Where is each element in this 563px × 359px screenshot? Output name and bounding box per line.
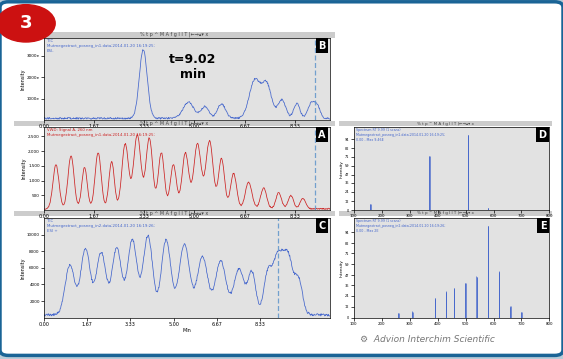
Text: 3: 3 [20, 14, 32, 32]
Circle shape [0, 5, 55, 42]
Y-axis label: Intensity: Intensity [21, 158, 26, 180]
Text: Spectrum RT 9.99 (1 scans)
Mutmegextract_posneg_in2.data;2014.01.20 16:19:26;
0.: Spectrum RT 9.99 (1 scans) Mutmegextract… [355, 219, 445, 233]
Text: % t p ^ Μ Α f g I I T |←→▴▾ x: % t p ^ Μ Α f g I I T |←→▴▾ x [140, 121, 209, 126]
Text: % t p ^ Μ Α f g I I T |←→▴▾ x: % t p ^ Μ Α f g I I T |←→▴▾ x [140, 211, 209, 216]
X-axis label: Min: Min [182, 220, 191, 225]
Text: ⚙  Advion Interchim Scientific: ⚙ Advion Interchim Scientific [360, 335, 495, 344]
Text: Spectrum RT 9.99 (1 scans)
Mutmegextract_posneg_in1.data;2014.01.20 16:19:25;
0.: Spectrum RT 9.99 (1 scans) Mutmegextract… [355, 128, 445, 142]
Text: % t p ^ Μ Α f g I I T |←→▴▾ x: % t p ^ Μ Α f g I I T |←→▴▾ x [417, 211, 474, 215]
Bar [14, 121, 335, 126]
Bar [339, 121, 552, 126]
Bar [339, 211, 552, 216]
Bar [14, 32, 335, 38]
Text: % t p ^ Μ Α f g I I T |←→▴▾ x: % t p ^ Μ Α f g I I T |←→▴▾ x [140, 32, 209, 37]
Text: TIC
Mutmegextract_posneg_in2.data;2014.01.20 16:19:26;
ESI +: TIC Mutmegextract_posneg_in2.data;2014.0… [47, 219, 154, 233]
Y-axis label: Intensity: Intensity [339, 259, 343, 277]
Text: VWD: Signal A, 260 nm
Mutmegextract_posneg_in1.data;2014.01.20 16:19:25;: VWD: Signal A, 260 nm Mutmegextract_posn… [47, 128, 154, 137]
Text: TIC
Mutmegextract_posneg_in1.data;2014.01.20 16:19:25;
ESI-: TIC Mutmegextract_posneg_in1.data;2014.0… [47, 39, 154, 53]
X-axis label: Min: Min [182, 131, 191, 136]
Text: B: B [318, 41, 325, 51]
Text: A: A [318, 130, 325, 140]
X-axis label: Min: Min [182, 328, 191, 333]
Text: E: E [540, 221, 547, 231]
Text: t=9.02
min: t=9.02 min [169, 53, 216, 81]
Text: D: D [539, 130, 547, 140]
Y-axis label: Intensity: Intensity [339, 160, 343, 178]
FancyBboxPatch shape [0, 2, 563, 355]
Y-axis label: Intensity: Intensity [20, 69, 25, 90]
Text: C: C [319, 221, 325, 231]
Bar [14, 211, 335, 216]
Y-axis label: Intensity: Intensity [20, 257, 25, 279]
Text: % t p ^ Μ Α f g I I T |←→▴▾ x: % t p ^ Μ Α f g I I T |←→▴▾ x [417, 122, 474, 126]
